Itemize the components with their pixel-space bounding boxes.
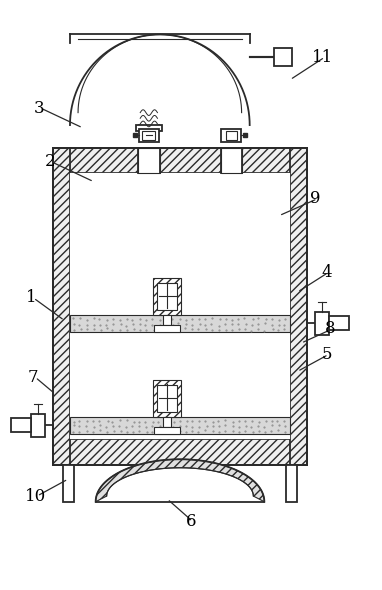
- Bar: [53, 148, 306, 173]
- Bar: [221, 129, 241, 142]
- Bar: [53, 148, 70, 465]
- Bar: [139, 129, 159, 142]
- Text: 11: 11: [312, 48, 333, 65]
- Bar: [136, 125, 162, 131]
- Bar: [157, 283, 177, 310]
- Bar: [163, 315, 171, 325]
- Bar: [63, 465, 74, 502]
- Bar: [329, 316, 350, 330]
- Text: 10: 10: [24, 487, 46, 504]
- Bar: [315, 312, 329, 335]
- Bar: [286, 465, 297, 502]
- Bar: [163, 417, 171, 427]
- Text: 5: 5: [321, 346, 332, 363]
- Bar: [154, 380, 181, 417]
- Bar: [70, 315, 290, 332]
- Bar: [157, 385, 177, 412]
- Text: 9: 9: [311, 190, 321, 207]
- Bar: [290, 148, 306, 465]
- Text: 1: 1: [26, 289, 37, 306]
- Bar: [154, 427, 180, 434]
- Bar: [53, 148, 306, 465]
- Text: 4: 4: [321, 264, 332, 281]
- Bar: [274, 48, 292, 66]
- Text: 8: 8: [325, 320, 336, 337]
- Text: 6: 6: [186, 513, 196, 530]
- Bar: [154, 325, 180, 332]
- PathPatch shape: [96, 459, 264, 502]
- Text: 2: 2: [44, 153, 55, 171]
- Bar: [142, 131, 155, 140]
- Text: 7: 7: [28, 369, 39, 386]
- Bar: [220, 148, 242, 173]
- Bar: [70, 417, 290, 434]
- Bar: [154, 278, 181, 315]
- Bar: [70, 173, 290, 440]
- Bar: [226, 131, 237, 140]
- Bar: [31, 414, 45, 437]
- Bar: [53, 440, 306, 465]
- Bar: [11, 418, 31, 432]
- Text: 3: 3: [34, 100, 44, 117]
- Bar: [138, 148, 160, 173]
